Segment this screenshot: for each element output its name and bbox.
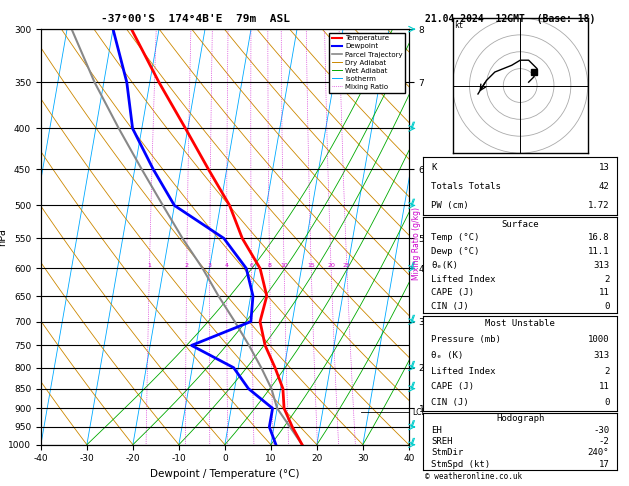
Text: Lifted Index: Lifted Index xyxy=(431,275,496,284)
Text: 240°: 240° xyxy=(587,449,610,457)
Text: Surface: Surface xyxy=(501,220,539,228)
Text: Lifted Index: Lifted Index xyxy=(431,366,496,376)
Text: StmSpd (kt): StmSpd (kt) xyxy=(431,460,490,469)
Text: 20: 20 xyxy=(327,263,335,268)
Text: K: K xyxy=(431,162,437,172)
Text: 11.1: 11.1 xyxy=(587,247,610,256)
Text: 1: 1 xyxy=(148,263,152,268)
Text: 6: 6 xyxy=(250,263,253,268)
Text: CAPE (J): CAPE (J) xyxy=(431,288,474,297)
Text: θₑ (K): θₑ (K) xyxy=(431,351,464,360)
Text: θₑ(K): θₑ(K) xyxy=(431,261,458,270)
Text: Totals Totals: Totals Totals xyxy=(431,182,501,191)
Text: CIN (J): CIN (J) xyxy=(431,302,469,311)
Text: © weatheronline.co.uk: © weatheronline.co.uk xyxy=(425,472,521,481)
Legend: Temperature, Dewpoint, Parcel Trajectory, Dry Adiabat, Wet Adiabat, Isotherm, Mi: Temperature, Dewpoint, Parcel Trajectory… xyxy=(329,33,405,93)
Text: PW (cm): PW (cm) xyxy=(431,201,469,210)
Text: 0: 0 xyxy=(604,398,610,407)
Text: EH: EH xyxy=(431,426,442,434)
Text: 2: 2 xyxy=(604,275,610,284)
Text: -2: -2 xyxy=(599,437,610,446)
Text: 313: 313 xyxy=(593,261,610,270)
Text: 11: 11 xyxy=(599,382,610,392)
Text: 3: 3 xyxy=(208,263,212,268)
Text: -30: -30 xyxy=(593,426,610,434)
Text: 42: 42 xyxy=(599,182,610,191)
Text: 4: 4 xyxy=(225,263,229,268)
Text: 313: 313 xyxy=(593,351,610,360)
Text: Most Unstable: Most Unstable xyxy=(485,319,555,329)
Text: 2: 2 xyxy=(185,263,189,268)
Text: Pressure (mb): Pressure (mb) xyxy=(431,335,501,344)
Text: 25: 25 xyxy=(343,263,351,268)
Text: 13: 13 xyxy=(599,162,610,172)
X-axis label: Dewpoint / Temperature (°C): Dewpoint / Temperature (°C) xyxy=(150,469,299,479)
Text: 17: 17 xyxy=(599,460,610,469)
Y-axis label: km
ASL: km ASL xyxy=(426,228,445,245)
Text: CIN (J): CIN (J) xyxy=(431,398,469,407)
Text: Dewp (°C): Dewp (°C) xyxy=(431,247,479,256)
Text: 1000: 1000 xyxy=(587,335,610,344)
Text: 2: 2 xyxy=(604,366,610,376)
Text: 11: 11 xyxy=(599,288,610,297)
Text: 21.04.2024  12GMT  (Base: 18): 21.04.2024 12GMT (Base: 18) xyxy=(425,14,595,24)
Text: 0: 0 xyxy=(604,302,610,311)
Text: -37°00'S  174°4B'E  79m  ASL: -37°00'S 174°4B'E 79m ASL xyxy=(101,14,290,24)
Text: LCL: LCL xyxy=(413,408,426,417)
Text: 16.8: 16.8 xyxy=(587,233,610,243)
Text: CAPE (J): CAPE (J) xyxy=(431,382,474,392)
Y-axis label: hPa: hPa xyxy=(0,228,7,246)
Text: SREH: SREH xyxy=(431,437,453,446)
Text: Temp (°C): Temp (°C) xyxy=(431,233,479,243)
Text: 15: 15 xyxy=(308,263,315,268)
Text: StmDir: StmDir xyxy=(431,449,464,457)
Text: kt: kt xyxy=(454,21,464,30)
Text: 10: 10 xyxy=(281,263,288,268)
Text: 8: 8 xyxy=(268,263,272,268)
Text: 1.72: 1.72 xyxy=(587,201,610,210)
Text: Mixing Ratio (g/kg): Mixing Ratio (g/kg) xyxy=(412,207,421,279)
Text: Hodograph: Hodograph xyxy=(496,414,544,423)
